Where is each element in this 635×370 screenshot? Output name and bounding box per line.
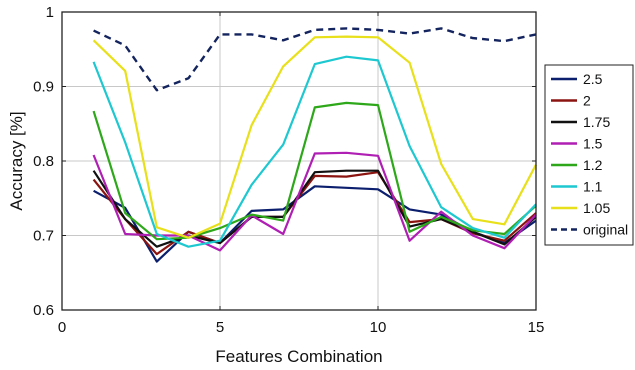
x-axis-title: Features Combination <box>215 347 382 366</box>
series-line-1-1 <box>92 55 537 248</box>
y-tick-label: 0.9 <box>33 79 54 96</box>
y-tick-label: 1 <box>46 4 54 21</box>
y-tick-label: 0.7 <box>33 228 54 245</box>
series-line-1-05 <box>92 35 537 239</box>
x-tick-label: 5 <box>216 319 224 336</box>
y-tick-label: 0.8 <box>33 153 54 170</box>
series-line-original <box>93 27 537 92</box>
series-line-2-5 <box>93 185 537 263</box>
series-line-1-2 <box>92 101 537 241</box>
x-tick-label: 15 <box>528 319 545 336</box>
x-tick-label: 0 <box>58 319 66 336</box>
y-tick-label: 0.6 <box>33 302 54 319</box>
y-axis-title: Accuracy [%] <box>7 111 26 210</box>
legend-label-2-5: 2.5 <box>583 71 603 87</box>
legend-label-2: 2 <box>583 93 591 109</box>
legend-label-1-05: 1.05 <box>583 200 610 216</box>
legend-label-1-5: 1.5 <box>583 136 603 152</box>
legend-label-1-1: 1.1 <box>583 179 603 195</box>
x-tick-label: 10 <box>370 319 387 336</box>
legend-label-original: original <box>583 222 628 238</box>
legend-box <box>544 64 634 246</box>
legend-label-1-75: 1.75 <box>583 114 610 130</box>
legend: 2.5 2 1.75 1.5 1.2 1.1 1.05 original <box>544 64 634 246</box>
series-line-1-5 <box>92 151 537 252</box>
axis-ticks: 0 5 10 15 0.6 0.7 0.8 0.9 1 <box>33 4 544 336</box>
legend-label-1-2: 1.2 <box>583 157 603 173</box>
series-lines <box>92 27 537 263</box>
